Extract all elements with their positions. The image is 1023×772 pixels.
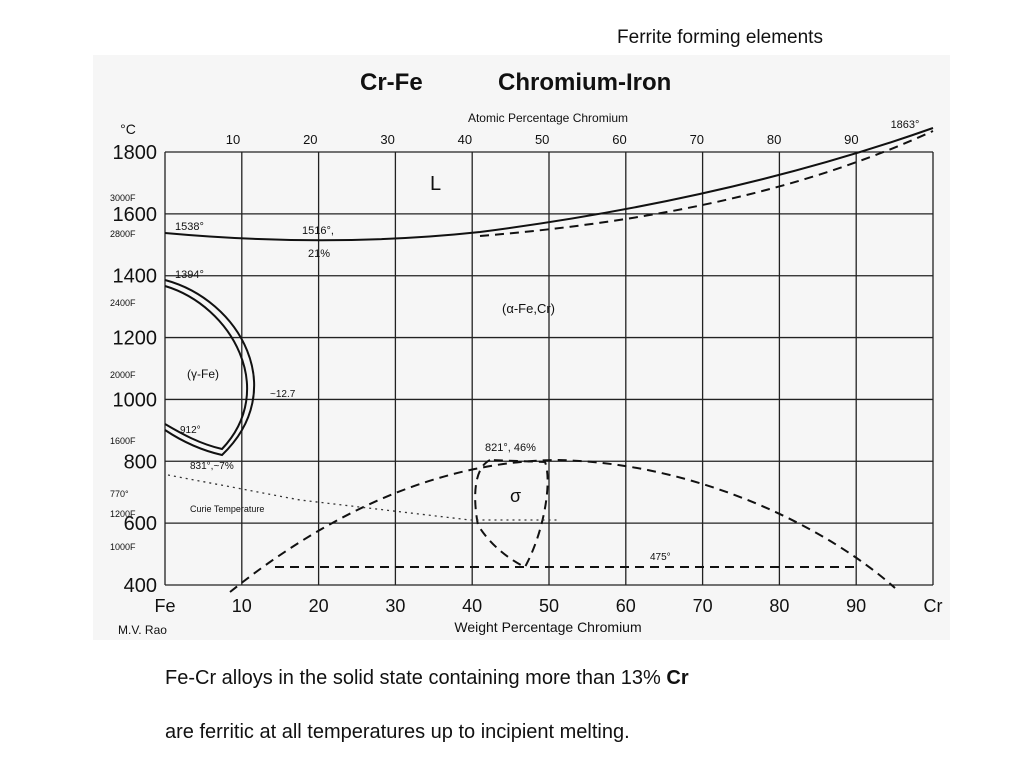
y-tick-label: 1200 <box>113 328 158 350</box>
diagram-bg <box>93 55 950 640</box>
phase-label: (γ-Fe) <box>187 367 219 381</box>
diagram-formula: Cr-Fe <box>360 69 423 96</box>
x-tick-label: 70 <box>693 596 713 616</box>
f-tick-label: 3000F <box>110 193 136 203</box>
annotation: Curie Temperature <box>190 504 264 514</box>
phase-label: σ <box>510 486 521 506</box>
y-tick-label: 1400 <box>113 266 158 288</box>
y-tick-label: 1600 <box>113 204 158 226</box>
annotation: 821°, 46% <box>485 442 536 454</box>
f-tick-label: 1600F <box>110 436 136 446</box>
top-tick-label: 20 <box>303 132 317 147</box>
f-tick-label: 2400F <box>110 298 136 308</box>
gamma-loop <box>164 279 255 457</box>
gamma-loop-inner <box>164 285 249 451</box>
annotation: 1394° <box>175 269 204 281</box>
annotation: 1538° <box>175 221 204 233</box>
x-axis-label: Weight Percentage Chromium <box>454 619 641 635</box>
x-tick-label: 40 <box>462 596 482 616</box>
solidus <box>479 130 934 237</box>
phase-label: L <box>430 173 441 195</box>
sigma-loop <box>474 458 549 569</box>
f-tick-label: 2800F <box>110 229 136 239</box>
x-tick-label: Fe <box>154 596 175 616</box>
x-tick-label: 30 <box>385 596 405 616</box>
phase-label: (α-Fe,Cr) <box>502 301 555 316</box>
x-tick-label: 20 <box>309 596 329 616</box>
f-tick-label: 1200F <box>110 509 136 519</box>
x-tick-label: 90 <box>846 596 866 616</box>
f-tick-label: 1000F <box>110 542 136 552</box>
annotation: 1516°, <box>302 225 334 237</box>
credit: M.V. Rao <box>118 623 167 637</box>
annotation: 475° <box>650 552 671 563</box>
x-tick-label: 60 <box>616 596 636 616</box>
top-tick-label: 40 <box>458 132 472 147</box>
grid <box>164 151 934 586</box>
x-tick-label: 10 <box>232 596 252 616</box>
annotation: 831°,~7% <box>190 461 234 472</box>
top-right-label: 1863° <box>891 119 920 131</box>
y-tick-label: 600 <box>124 513 157 535</box>
f-tick-label: 2000F <box>110 370 136 380</box>
sigma-dome <box>229 458 896 593</box>
top-axis-label: Atomic Percentage Chromium <box>468 111 628 125</box>
caption-line: are ferritic at all temperatures up to i… <box>165 721 630 743</box>
y-tick-label: 400 <box>124 575 157 597</box>
top-tick-label: 90 <box>844 132 858 147</box>
y-tick-label: 800 <box>124 451 157 473</box>
curie-line <box>167 474 560 521</box>
caption-bold: Cr <box>666 667 688 689</box>
caption-line: Fe-Cr alloys in the solid state containi… <box>165 667 689 689</box>
top-tick-label: 30 <box>380 132 394 147</box>
phase-curves <box>164 127 934 593</box>
top-tick-label: 70 <box>690 132 704 147</box>
x-tick-label: Cr <box>924 596 943 616</box>
top-tick-label: 50 <box>535 132 549 147</box>
annotation: ~12.7 <box>270 389 296 400</box>
y-tick-label: 1000 <box>113 389 158 411</box>
header-title: Ferrite forming elements <box>617 27 823 48</box>
x-tick-label: 50 <box>539 596 559 616</box>
liquidus <box>164 127 934 242</box>
y-tick-label: 1800 <box>113 142 158 164</box>
diagram-name: Chromium-Iron <box>498 69 671 96</box>
f-tick-label: 770° <box>110 489 129 499</box>
x-tick-label: 80 <box>769 596 789 616</box>
caption-text: Fe-Cr alloys in the solid state containi… <box>165 667 666 689</box>
annotation: 21% <box>308 248 330 260</box>
top-tick-label: 10 <box>226 132 240 147</box>
top-tick-label: 60 <box>612 132 626 147</box>
annotation: 912° <box>180 425 201 436</box>
y-unit: °C <box>120 121 136 137</box>
top-tick-label: 80 <box>767 132 781 147</box>
